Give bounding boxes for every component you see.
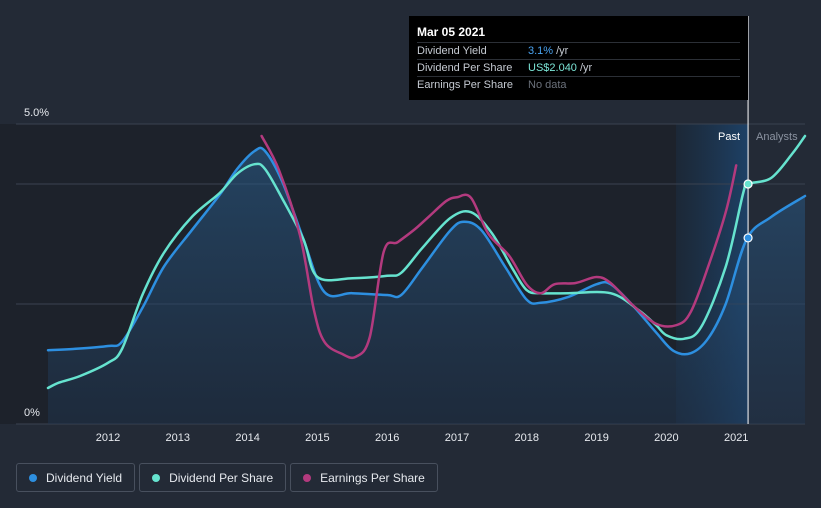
x-axis-ticks: 2012 2013 2014 2015 2016 2017 2018 2019 2020 2021: [96, 432, 749, 444]
tooltip-label: Dividend Per Share: [417, 62, 513, 74]
legend-item-dividend-yield[interactable]: Dividend Yield: [16, 463, 136, 492]
tooltip-row-dividend-per-share: Dividend Per Share US$2.040 /yr: [417, 59, 740, 76]
area-layer: [48, 147, 805, 424]
y-axis-top-label: 5.0%: [24, 107, 49, 119]
tooltip-row-earnings-per-share: Earnings Per Share No data: [417, 76, 740, 93]
legend-dot-icon: [29, 473, 37, 482]
x-tick-label: 2013: [166, 432, 190, 444]
tooltip-row-dividend-yield: Dividend Yield 3.1% /yr: [417, 42, 740, 59]
x-tick-label: 2018: [515, 432, 539, 444]
tooltip-unit: /yr: [579, 62, 593, 74]
hover-tooltip: Mar 05 2021 Dividend Yield 3.1% /yr Divi…: [409, 16, 748, 100]
legend-dot-icon: [152, 473, 161, 482]
x-tick-label: 2019: [584, 432, 608, 444]
highlight-marker: [743, 179, 753, 189]
legend-label: Dividend Per Share: [169, 470, 274, 485]
tooltip-date: Mar 05 2021: [417, 25, 486, 39]
x-tick-label: 2012: [96, 432, 120, 444]
x-tick-label: 2017: [445, 432, 469, 444]
highlight-markers: [743, 179, 753, 243]
dividend-per-share-line: [46, 134, 807, 390]
legend-item-earnings-per-share[interactable]: Earnings Per Share: [290, 463, 438, 492]
past-label: Past: [718, 131, 740, 143]
series-lines: [46, 134, 807, 390]
tooltip-value: 3.1%: [528, 45, 554, 57]
tooltip-label: Dividend Yield: [417, 45, 487, 57]
highlight-marker: [743, 233, 753, 243]
analysts-label: Analysts: [756, 131, 798, 143]
x-tick-label: 2016: [375, 432, 399, 444]
tooltip-unit: /yr: [556, 45, 569, 57]
tooltip-value: No data: [528, 79, 567, 91]
chart-legend: Dividend Yield Dividend Per Share Earnin…: [16, 463, 438, 492]
legend-label: Earnings Per Share: [320, 470, 425, 485]
dividend-yield-line: [46, 146, 807, 356]
x-tick-label: 2015: [305, 432, 329, 444]
x-tick-label: 2020: [654, 432, 678, 444]
y-axis-bottom-label: 0%: [24, 407, 40, 419]
legend-dot-icon: [303, 473, 312, 482]
tooltip-value: US$2.040: [528, 62, 577, 74]
earnings-per-share-line: [260, 134, 738, 360]
legend-label: Dividend Yield: [46, 470, 123, 485]
x-tick-label: 2014: [235, 432, 259, 444]
dividend-yield-area: [48, 147, 805, 424]
x-tick-label: 2021: [724, 432, 748, 444]
legend-item-dividend-per-share[interactable]: Dividend Per Share: [139, 463, 287, 492]
tooltip-label: Earnings Per Share: [417, 79, 513, 91]
